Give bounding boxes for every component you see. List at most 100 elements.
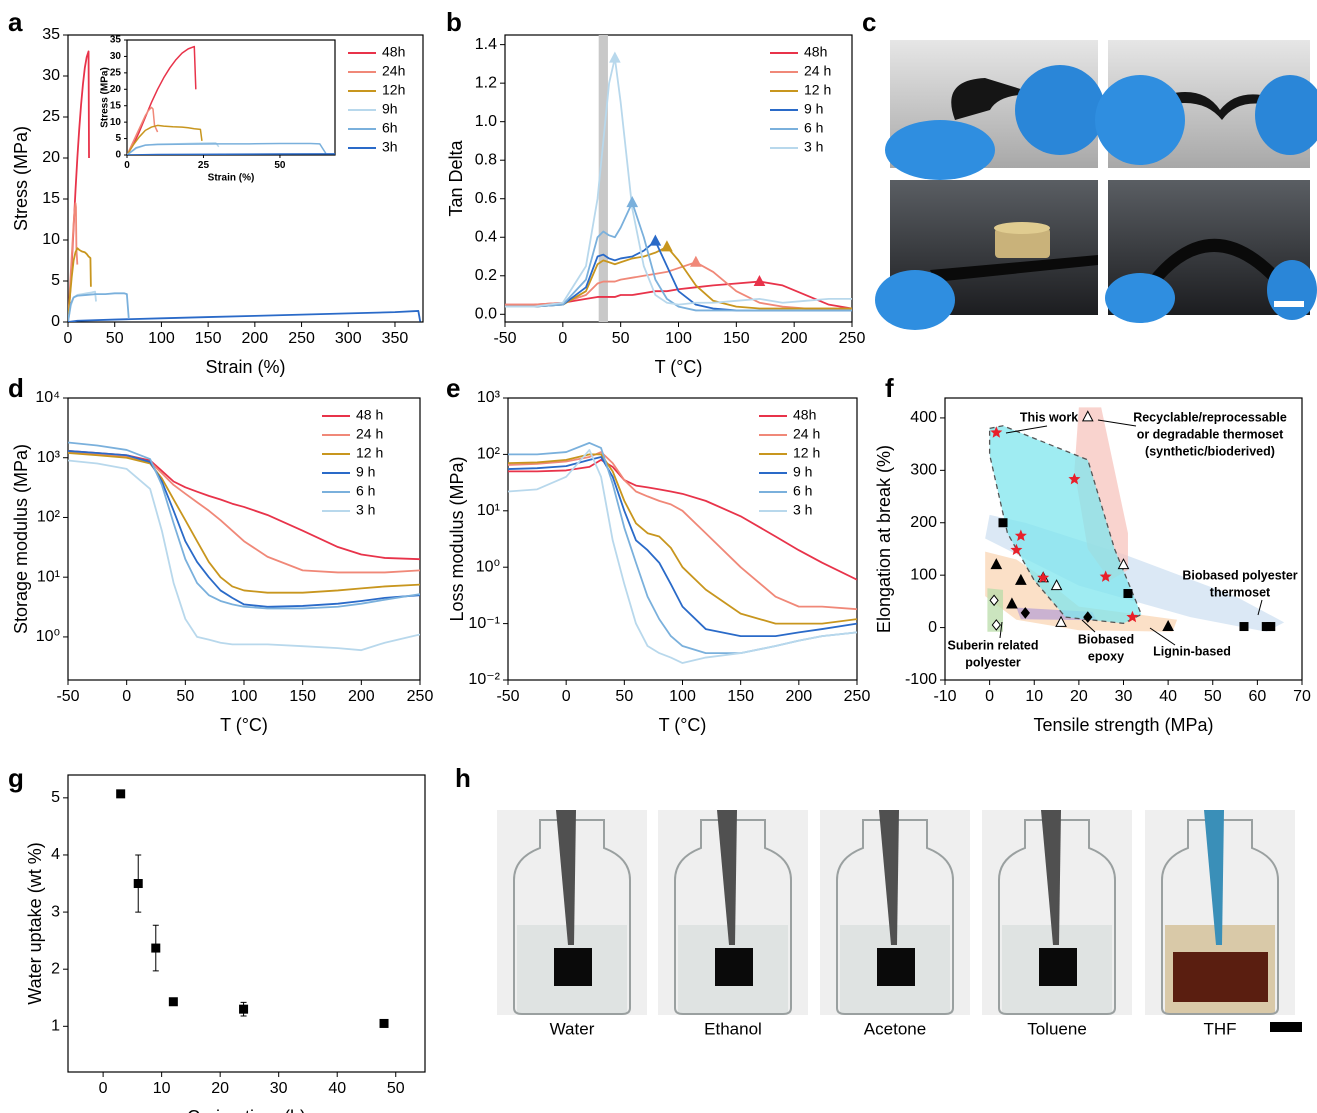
marker bbox=[989, 594, 999, 607]
x-tick-label: 150 bbox=[195, 330, 222, 347]
x-tick-label: 0 bbox=[64, 330, 73, 347]
x-tick-label: 30 bbox=[270, 1080, 288, 1097]
x-tick-label: 100 bbox=[665, 330, 692, 347]
y-tick-label: 100 bbox=[910, 566, 937, 583]
y-tick-label: 10² bbox=[477, 446, 501, 463]
x-tick-label: 0 bbox=[562, 688, 571, 705]
x-tick-label: 250 bbox=[288, 330, 315, 347]
legend-label: 6 h bbox=[356, 483, 375, 499]
y-axis-label: Elongation at break (%) bbox=[874, 445, 894, 633]
tweezers bbox=[556, 810, 576, 945]
y-tick-label: 0.4 bbox=[475, 228, 497, 245]
marker bbox=[991, 619, 1001, 631]
y-tick-label: 30 bbox=[42, 67, 60, 84]
legend-label: 48 h bbox=[356, 407, 383, 423]
legend-label: 12 h bbox=[793, 445, 820, 461]
data-line bbox=[508, 449, 857, 664]
legend-label: 9 h bbox=[804, 101, 823, 117]
legend-label: 9 h bbox=[793, 464, 812, 480]
y-tick-label: 10⁻¹ bbox=[468, 615, 500, 632]
marker bbox=[1014, 529, 1027, 541]
tweezers bbox=[717, 810, 737, 945]
marker bbox=[1162, 619, 1174, 632]
leader-line bbox=[1005, 425, 1048, 434]
y-tick-label: 0 bbox=[928, 619, 937, 636]
y-tick-label: 20 bbox=[110, 84, 122, 95]
y-tick-label: 0.0 bbox=[475, 306, 497, 323]
x-tick-label: 200 bbox=[241, 330, 268, 347]
x-tick-label: 25 bbox=[198, 160, 210, 171]
x-tick-label: -10 bbox=[933, 688, 956, 705]
x-tick-label: 150 bbox=[727, 688, 754, 705]
marker bbox=[239, 1004, 249, 1014]
region bbox=[988, 425, 1143, 625]
peak-marker bbox=[690, 255, 702, 267]
panel-label: f bbox=[885, 373, 894, 403]
x-tick-label: -50 bbox=[493, 330, 516, 347]
photo-caption: Toluene bbox=[1027, 1019, 1087, 1038]
glove bbox=[1255, 75, 1317, 155]
annotation: This work bbox=[1020, 410, 1078, 424]
peak-marker bbox=[661, 240, 673, 252]
marker bbox=[168, 997, 178, 1007]
y-axis-label: Stress (MPa) bbox=[11, 126, 31, 231]
y-tick-label: 10⁴ bbox=[35, 389, 60, 406]
weight bbox=[995, 228, 1050, 258]
marker bbox=[998, 518, 1008, 528]
x-tick-label: 150 bbox=[723, 330, 750, 347]
x-axis-label: Curing time (h) bbox=[187, 1107, 306, 1113]
x-tick-label: 250 bbox=[844, 688, 871, 705]
panel-label: g bbox=[8, 763, 24, 793]
data-line bbox=[68, 452, 420, 594]
x-tick-label: 50 bbox=[176, 688, 194, 705]
legend-label: 3 h bbox=[793, 502, 812, 518]
x-tick-label: 0 bbox=[558, 330, 567, 347]
x-tick-label: 50 bbox=[387, 1080, 405, 1097]
legend-label: 9 h bbox=[356, 464, 375, 480]
legend-label: 6 h bbox=[793, 483, 812, 499]
y-tick-label: 5 bbox=[115, 133, 121, 144]
film bbox=[1140, 238, 1290, 296]
glove bbox=[885, 120, 995, 180]
annotation: (synthetic/bioderived) bbox=[1145, 444, 1275, 458]
annotation: polyester bbox=[965, 655, 1021, 669]
marker bbox=[1126, 610, 1139, 623]
panel-label: h bbox=[455, 763, 471, 793]
x-tick-label: 10 bbox=[1025, 688, 1043, 705]
y-tick-label: 1 bbox=[51, 1018, 60, 1035]
data-line bbox=[505, 245, 852, 310]
photo-panel-h: h Water Ethanol Acetone Toluene THF bbox=[455, 763, 1302, 1038]
data-line bbox=[68, 292, 130, 322]
y-tick-label: 10² bbox=[37, 509, 61, 526]
marker bbox=[1117, 558, 1130, 570]
scale-bar bbox=[1274, 301, 1304, 307]
legend-label: 24 h bbox=[356, 426, 383, 442]
y-tick-label: 10³ bbox=[37, 449, 61, 466]
marker bbox=[1015, 573, 1027, 585]
leader-line bbox=[999, 621, 1003, 639]
y-tick-label: 10 bbox=[42, 231, 60, 248]
y-tick-label: 25 bbox=[110, 67, 122, 78]
legend-label: 3h bbox=[382, 139, 398, 155]
vial bbox=[674, 819, 792, 1015]
x-tick-label: 20 bbox=[211, 1080, 229, 1097]
y-tick-label: 3 bbox=[51, 903, 60, 920]
marker bbox=[1010, 543, 1023, 556]
marker bbox=[1266, 622, 1276, 632]
x-tick-label: 50 bbox=[615, 688, 633, 705]
vial bbox=[513, 819, 631, 1015]
data-line bbox=[505, 57, 852, 308]
x-tick-label: -50 bbox=[56, 688, 79, 705]
annotation: Biobased bbox=[1078, 632, 1134, 646]
legend-label: 12 h bbox=[804, 82, 831, 98]
data-line bbox=[68, 310, 422, 322]
data-line bbox=[68, 247, 92, 322]
y-tick-label: 30 bbox=[110, 51, 122, 62]
x-axis-label: Tensile strength (MPa) bbox=[1033, 715, 1213, 735]
data-line bbox=[127, 142, 327, 155]
vial bbox=[998, 819, 1116, 1015]
y-tick-label: 35 bbox=[42, 26, 60, 43]
y-tick-label: 15 bbox=[110, 100, 122, 111]
data-line bbox=[68, 202, 79, 322]
